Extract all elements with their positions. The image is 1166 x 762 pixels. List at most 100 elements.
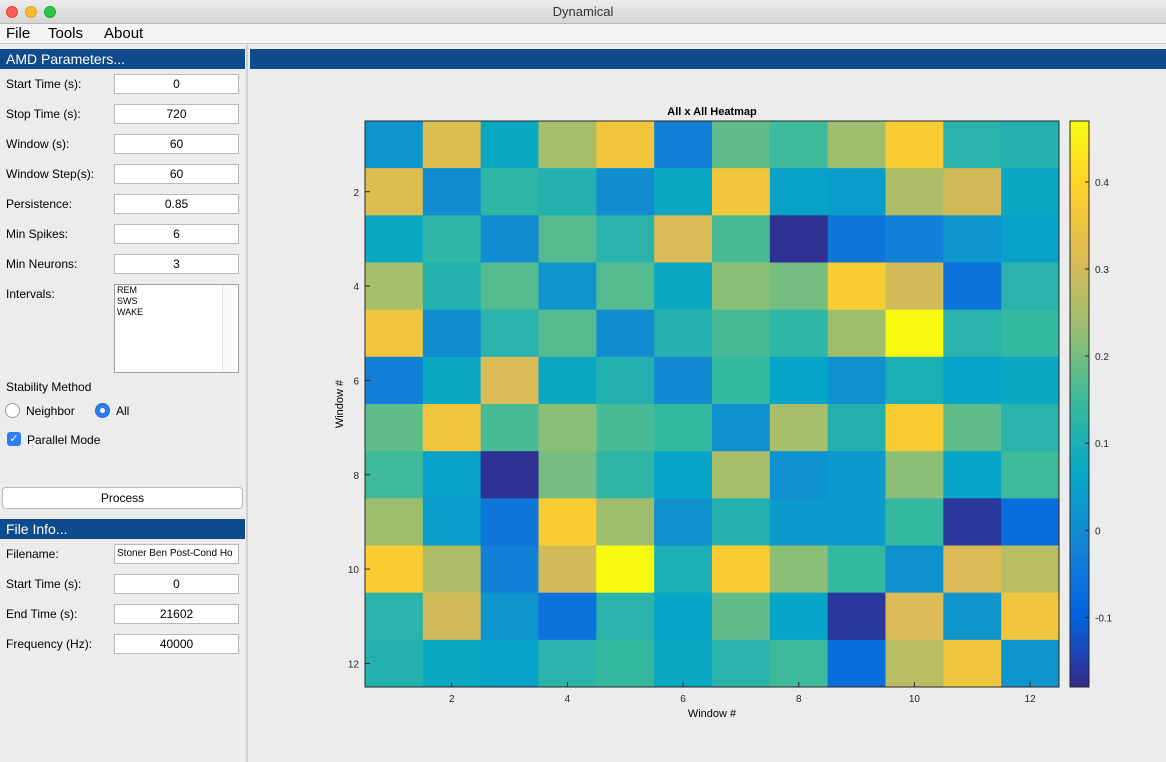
heatmap-cell bbox=[480, 168, 539, 216]
heatmap-cell bbox=[538, 545, 597, 594]
heatmap-cell bbox=[769, 639, 829, 688]
heatmap-cell bbox=[769, 592, 829, 641]
heatmap-cell bbox=[1001, 168, 1060, 216]
minimize-window-button[interactable] bbox=[25, 6, 37, 18]
y-tick-label: 2 bbox=[353, 188, 359, 199]
window-step-field[interactable]: 60 bbox=[114, 164, 239, 184]
heatmap-cell bbox=[596, 639, 655, 688]
frequency-field[interactable]: 40000 bbox=[114, 634, 239, 654]
heatmap-cell bbox=[365, 215, 424, 263]
heatmap-cell bbox=[712, 262, 771, 311]
heatmap-cell bbox=[422, 545, 482, 594]
heatmap-cell bbox=[480, 309, 539, 358]
heatmap-cell bbox=[654, 404, 713, 452]
intervals-listbox[interactable]: REM SWS WAKE bbox=[114, 284, 239, 373]
heatmap-cell bbox=[365, 168, 424, 216]
heatmap-cell bbox=[769, 168, 829, 216]
heatmap-cell bbox=[365, 592, 424, 641]
heatmap-cell bbox=[943, 545, 1002, 594]
heatmap-cell bbox=[885, 545, 944, 594]
heatmap-cell bbox=[538, 168, 597, 216]
x-axis-label: Window # bbox=[688, 708, 737, 720]
filename-field[interactable]: Stoner Ben Post-Cond Ho bbox=[114, 544, 239, 564]
heatmap-cell bbox=[769, 498, 829, 546]
heatmap-cell bbox=[480, 215, 539, 263]
heatmap-cell bbox=[365, 451, 424, 499]
min-neurons-field[interactable]: 3 bbox=[114, 254, 239, 274]
heatmap-cell bbox=[654, 498, 713, 546]
heatmap-cell bbox=[654, 121, 713, 169]
heatmap-cell bbox=[827, 639, 886, 688]
heatmap-cell bbox=[480, 498, 539, 546]
heatmap-cell bbox=[596, 262, 655, 311]
stop-time-field[interactable]: 720 bbox=[114, 104, 239, 124]
heatmap-cell bbox=[943, 309, 1002, 358]
heatmap-cell bbox=[480, 121, 539, 169]
heatmap-cell bbox=[538, 592, 597, 641]
heatmap-cell bbox=[885, 215, 944, 263]
heatmap-cell bbox=[1001, 451, 1060, 499]
heatmap-cell bbox=[1001, 545, 1060, 594]
heatmap-cell bbox=[596, 545, 655, 594]
heatmap-cell bbox=[885, 451, 944, 499]
x-tick-label: 8 bbox=[796, 694, 802, 705]
close-window-button[interactable] bbox=[6, 6, 18, 18]
parallel-mode-checkbox[interactable]: ✓ bbox=[7, 432, 21, 446]
heatmap-cell bbox=[885, 498, 944, 546]
colorbar-tick-label: 0 bbox=[1095, 526, 1101, 537]
heatmap-cell bbox=[827, 451, 886, 499]
neighbor-radio[interactable] bbox=[5, 403, 20, 418]
heatmap-cell bbox=[654, 545, 713, 594]
intervals-scrollbar[interactable] bbox=[222, 285, 238, 372]
heatmap-cell bbox=[885, 639, 944, 688]
end-time-label: End Time (s): bbox=[6, 607, 78, 621]
amd-parameters-header: AMD Parameters... bbox=[0, 49, 245, 69]
window-field[interactable]: 60 bbox=[114, 134, 239, 154]
heatmap-cell bbox=[596, 592, 655, 641]
heatmap-cell bbox=[943, 592, 1002, 641]
frequency-label: Frequency (Hz): bbox=[6, 637, 93, 651]
window-step-label: Window Step(s): bbox=[6, 167, 95, 181]
heatmap-cell bbox=[422, 451, 482, 499]
heatmap-cell bbox=[827, 592, 886, 641]
title-bar: Dynamical bbox=[0, 0, 1166, 24]
heatmap-cell bbox=[943, 639, 1002, 688]
start-time-field[interactable]: 0 bbox=[114, 74, 239, 94]
menu-tools[interactable]: Tools bbox=[48, 25, 84, 42]
heatmap-cell bbox=[596, 404, 655, 452]
filename-label: Filename: bbox=[6, 547, 59, 561]
heatmap-cell bbox=[365, 545, 424, 594]
maximize-window-button[interactable] bbox=[44, 6, 56, 18]
heatmap-cell bbox=[365, 262, 424, 311]
end-time-field[interactable]: 21602 bbox=[114, 604, 239, 624]
process-button[interactable]: Process bbox=[2, 487, 243, 509]
heatmap-cell bbox=[769, 356, 829, 405]
menu-file[interactable]: File bbox=[6, 25, 31, 42]
heatmap-cell bbox=[827, 262, 886, 311]
heatmap-cell bbox=[538, 639, 597, 688]
file-start-time-field[interactable]: 0 bbox=[114, 574, 239, 594]
persistence-field[interactable]: 0.85 bbox=[114, 194, 239, 214]
heatmap-cell bbox=[1001, 592, 1060, 641]
heatmap-cell bbox=[769, 309, 829, 358]
start-time-label: Start Time (s): bbox=[6, 77, 82, 91]
interval-item-rem[interactable]: REM bbox=[117, 285, 137, 295]
interval-item-wake[interactable]: WAKE bbox=[117, 307, 144, 317]
heatmap-cell bbox=[538, 356, 597, 405]
all-radio[interactable] bbox=[95, 403, 110, 418]
min-spikes-field[interactable]: 6 bbox=[114, 224, 239, 244]
heatmap-cell bbox=[827, 215, 886, 263]
interval-item-sws[interactable]: SWS bbox=[117, 296, 138, 306]
heatmap-cell bbox=[365, 498, 424, 546]
y-tick-label: 12 bbox=[348, 659, 360, 670]
colorbar-tick-label: 0.3 bbox=[1095, 265, 1109, 276]
heatmap-cell bbox=[1001, 121, 1060, 169]
heatmap-cell bbox=[538, 451, 597, 499]
heatmap-cell bbox=[885, 121, 944, 169]
x-tick-label: 4 bbox=[565, 694, 571, 705]
persistence-label: Persistence: bbox=[6, 197, 73, 211]
heatmap-cell bbox=[943, 121, 1002, 169]
menu-about[interactable]: About bbox=[104, 25, 144, 42]
heatmap-cell bbox=[885, 262, 944, 311]
